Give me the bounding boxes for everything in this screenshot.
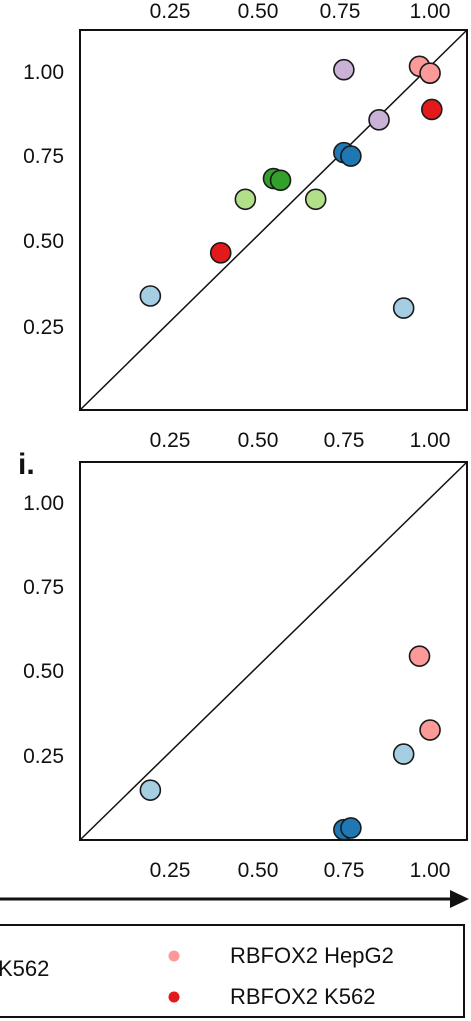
legend: K562 RBFOX2 HepG2 RBFOX2 K562 <box>0 924 465 1018</box>
scatter-point <box>234 188 257 211</box>
legend-label: RBFOX2 K562 <box>230 984 376 1009</box>
plot-frame <box>79 461 468 841</box>
scatter-point <box>421 98 443 121</box>
scatter-point <box>333 58 355 81</box>
x-tick-label: 0.25 <box>150 859 191 882</box>
top-tick-label: 0.25 <box>150 0 191 23</box>
scatter-point <box>419 62 441 84</box>
scatter-point <box>392 297 415 319</box>
bottom-arrow <box>0 890 469 908</box>
scatter-panel-upper: 0.25 0.50 0.75 1.00 0.25 0.50 0.75 1.00 <box>23 29 468 452</box>
scatter-point <box>368 109 390 131</box>
y-tick-label: 1.00 <box>23 492 64 515</box>
x-tick-label: 1.00 <box>410 859 451 882</box>
top-tick-label: 0.50 <box>238 0 279 23</box>
y-tick-label: 0.50 <box>23 230 64 253</box>
x-tick-label: 0.75 <box>324 429 365 452</box>
x-tick-label: 0.50 <box>238 429 279 452</box>
legend-marker <box>168 991 180 1003</box>
scatter-point <box>139 779 162 801</box>
y-tick-label: 0.75 <box>23 145 64 168</box>
top-axis-tick-labels: 0.25 0.50 0.75 1.00 <box>150 0 451 23</box>
y-tick-label: 0.75 <box>23 576 64 599</box>
scatter-point <box>392 743 415 765</box>
identity-line <box>79 461 468 841</box>
y-tick-label: 0.50 <box>23 660 64 683</box>
top-tick-label: 0.75 <box>320 0 361 23</box>
scatter-point <box>419 719 441 741</box>
identity-line <box>79 29 468 411</box>
legend-frame <box>0 924 465 1018</box>
plot-frame <box>79 29 468 411</box>
x-tick-label: 1.00 <box>410 429 451 452</box>
scatter-point <box>139 285 162 307</box>
panel-label: i. <box>18 448 35 481</box>
y-tick-label: 1.00 <box>23 61 64 84</box>
scatter-point <box>304 188 327 211</box>
scatter-point <box>209 242 232 264</box>
top-tick-label: 1.00 <box>410 0 451 23</box>
scatter-point <box>408 645 431 667</box>
scatter-point <box>340 817 362 839</box>
legend-label: K562 <box>0 956 49 981</box>
x-tick-label: 0.25 <box>150 429 191 452</box>
scatter-point <box>340 145 362 167</box>
data-points <box>139 55 443 319</box>
data-points <box>139 645 441 841</box>
arrow-head <box>450 890 469 908</box>
scatter-point <box>269 169 292 192</box>
legend-label: RBFOX2 HepG2 <box>230 943 394 968</box>
y-tick-label: 0.25 <box>23 316 64 339</box>
scatter-panel-lower: i. 0.25 0.50 0.75 1.00 0.25 0.50 0.75 1.… <box>18 448 468 882</box>
x-tick-label: 0.75 <box>324 859 365 882</box>
x-tick-label: 0.50 <box>238 859 279 882</box>
legend-marker <box>168 950 180 962</box>
y-tick-label: 0.25 <box>23 745 64 768</box>
